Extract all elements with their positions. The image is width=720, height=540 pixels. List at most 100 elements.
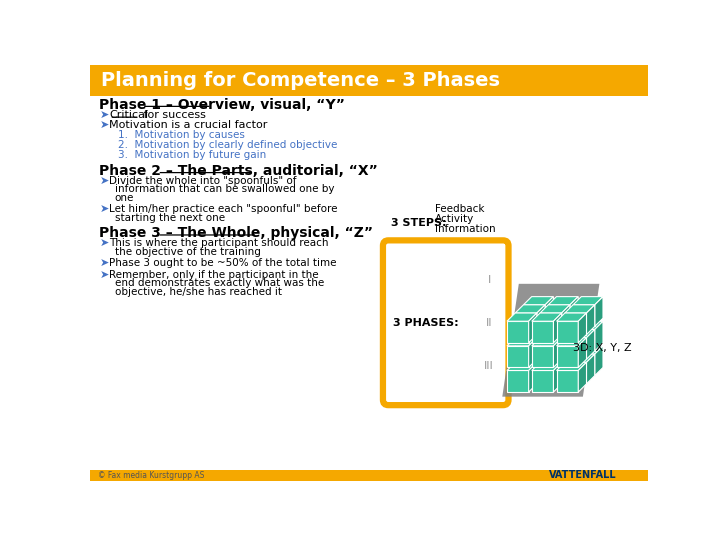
Polygon shape [595, 321, 603, 351]
Polygon shape [537, 305, 545, 335]
Polygon shape [545, 346, 554, 376]
Polygon shape [537, 329, 545, 359]
Text: objective, he/she has reached it: objective, he/she has reached it [114, 287, 282, 296]
Polygon shape [532, 313, 562, 321]
Polygon shape [540, 305, 570, 313]
Bar [90, 65, 648, 96]
Polygon shape [532, 321, 554, 343]
Polygon shape [516, 354, 545, 362]
Polygon shape [540, 313, 562, 335]
Polygon shape [578, 313, 587, 343]
Polygon shape [564, 313, 587, 335]
Polygon shape [528, 313, 537, 343]
Polygon shape [532, 338, 562, 346]
Polygon shape [503, 284, 599, 397]
Text: Motivation is a crucial factor: Motivation is a crucial factor [109, 120, 268, 130]
Polygon shape [545, 321, 554, 351]
Text: information that can be swallowed one by: information that can be swallowed one by [114, 184, 334, 194]
Polygon shape [587, 354, 595, 384]
Polygon shape [540, 354, 570, 362]
Text: Phase 1 – Overview, visual, “Y”: Phase 1 – Overview, visual, “Y” [99, 98, 345, 112]
Polygon shape [540, 329, 570, 338]
Polygon shape [554, 338, 562, 367]
Text: Let him/her practice each "spoonful" before: Let him/her practice each "spoonful" bef… [109, 204, 338, 214]
Polygon shape [562, 354, 570, 384]
Polygon shape [557, 321, 578, 343]
Text: Planning for Competence – 3 Phases: Planning for Competence – 3 Phases [101, 71, 500, 90]
Polygon shape [548, 321, 578, 329]
Polygon shape [507, 362, 537, 370]
Polygon shape [595, 346, 603, 376]
Polygon shape [570, 321, 578, 351]
Polygon shape [507, 321, 528, 343]
Polygon shape [564, 362, 587, 384]
Text: 3 STEPS:: 3 STEPS: [392, 218, 447, 228]
Polygon shape [548, 354, 570, 376]
Text: 1.  Motivation by causes: 1. Motivation by causes [118, 130, 245, 140]
Polygon shape [557, 338, 587, 346]
Polygon shape [532, 370, 554, 392]
Text: ➤: ➤ [99, 110, 109, 120]
Polygon shape [557, 370, 578, 392]
Polygon shape [573, 329, 595, 351]
Text: starting the next one: starting the next one [114, 213, 225, 222]
Text: ➤: ➤ [99, 258, 109, 268]
Polygon shape [587, 305, 595, 335]
Text: 3 PHASES:: 3 PHASES: [393, 318, 459, 328]
Polygon shape [507, 346, 528, 367]
Polygon shape [570, 346, 578, 376]
Text: Phase 3 ought to be ~50% of the total time: Phase 3 ought to be ~50% of the total ti… [109, 258, 337, 268]
Polygon shape [523, 321, 554, 329]
Polygon shape [562, 329, 570, 359]
Text: 2.  Motivation by clearly defined objective: 2. Motivation by clearly defined objecti… [118, 140, 337, 150]
Polygon shape [564, 338, 587, 359]
Polygon shape [516, 362, 537, 384]
Text: 3.  Motivation by future gain: 3. Motivation by future gain [118, 150, 266, 160]
Polygon shape [557, 313, 587, 321]
Text: II: II [486, 318, 492, 328]
Polygon shape [557, 362, 587, 370]
Polygon shape [516, 329, 545, 338]
Polygon shape [537, 354, 545, 384]
Text: ➤: ➤ [99, 238, 109, 248]
Polygon shape [545, 296, 554, 326]
Polygon shape [516, 305, 545, 313]
Text: Activity: Activity [435, 214, 474, 224]
Polygon shape [548, 305, 570, 326]
Polygon shape [562, 305, 570, 335]
Text: the objective of the training: the objective of the training [114, 247, 261, 256]
Polygon shape [548, 296, 578, 305]
Polygon shape [557, 346, 578, 367]
Polygon shape [564, 305, 595, 313]
Polygon shape [507, 370, 528, 392]
Polygon shape [564, 354, 595, 362]
Polygon shape [507, 313, 537, 321]
Polygon shape [523, 329, 545, 351]
Polygon shape [554, 313, 562, 343]
Polygon shape [573, 346, 603, 354]
Bar [90, 470, 648, 481]
Text: III: III [485, 361, 494, 371]
Polygon shape [523, 305, 545, 326]
Polygon shape [548, 329, 570, 351]
Text: VATTENFALL: VATTENFALL [549, 470, 617, 480]
Text: for success: for success [140, 110, 205, 120]
Polygon shape [573, 354, 595, 376]
Polygon shape [523, 346, 554, 354]
Polygon shape [578, 338, 587, 367]
Polygon shape [528, 362, 537, 392]
Polygon shape [595, 296, 603, 326]
Polygon shape [540, 362, 562, 384]
Text: Divide the whole into "spoonfuls" of: Divide the whole into "spoonfuls" of [109, 176, 297, 186]
Text: © Fax media Kurstgrupp AS: © Fax media Kurstgrupp AS [98, 471, 204, 480]
Text: Information: Information [435, 224, 495, 234]
Text: ➤: ➤ [99, 204, 109, 214]
Text: ➤: ➤ [99, 176, 109, 186]
Polygon shape [516, 313, 537, 335]
Text: This is where the participant should reach: This is where the participant should rea… [109, 238, 329, 248]
Polygon shape [523, 354, 545, 376]
Polygon shape [507, 338, 537, 346]
FancyBboxPatch shape [383, 240, 508, 405]
Polygon shape [578, 362, 587, 392]
Polygon shape [516, 338, 537, 359]
